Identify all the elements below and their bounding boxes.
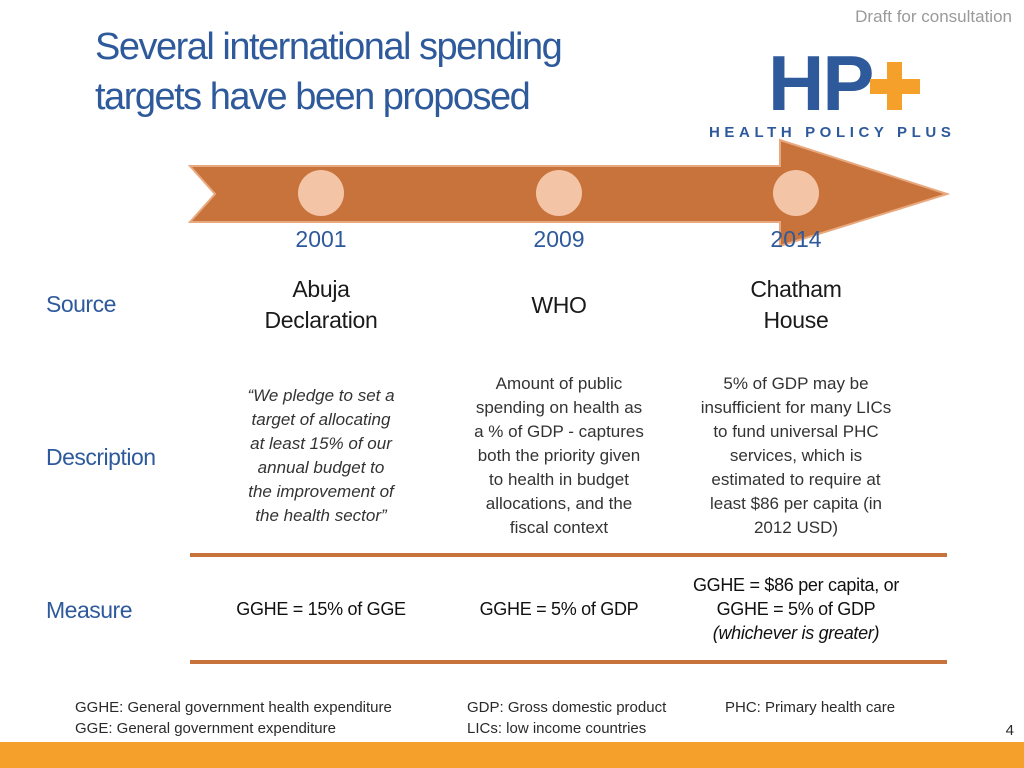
description-row-label: Description — [46, 444, 156, 470]
logo-wordmark: HEALTH POLICY PLUS — [709, 124, 956, 141]
plus-icon — [870, 62, 920, 110]
footnotes-right: PHC: Primary health care — [725, 699, 896, 716]
source-who: WHO — [531, 292, 587, 318]
timeline-marker-2001 — [298, 170, 344, 216]
draft-label: Draft for consultation — [855, 7, 1012, 26]
year-2001: 2001 — [295, 226, 347, 252]
page-title: Several international spending targets h… — [95, 22, 715, 122]
timeline-arrow — [187, 138, 950, 248]
timeline-marker-2014 — [773, 170, 819, 216]
measure-who: GGHE = 5% of GDP — [479, 599, 639, 619]
measure-abuja: GGHE = 15% of GGE — [236, 599, 406, 619]
footer-bar — [0, 742, 1024, 768]
footnotes-middle: GDP: Gross domestic product LICs: low in… — [467, 699, 667, 737]
source-abuja: Abuja Declaration — [264, 276, 378, 333]
measure-chatham: GGHE = $86 per capita, or GGHE = 5% of G… — [692, 575, 900, 643]
description-abuja: “We pledge to set a target of allocating… — [247, 386, 395, 525]
footnotes-left: GGHE: General government health expendit… — [75, 699, 392, 737]
title-line-1: Several international spending — [95, 26, 563, 68]
description-chatham: 5% of GDP may be insufficient for many L… — [700, 374, 892, 537]
logo-mark: HP — [768, 39, 874, 127]
year-2009: 2009 — [533, 226, 585, 252]
measure-row-label: Measure — [46, 597, 132, 623]
year-2014: 2014 — [770, 226, 822, 252]
divider-top — [190, 553, 947, 557]
source-row-label: Source — [46, 291, 116, 317]
source-chatham: Chatham House — [750, 276, 842, 333]
description-who: Amount of public spending on health as a… — [474, 374, 644, 537]
page-number: 4 — [1005, 722, 1014, 739]
timeline-marker-2009 — [536, 170, 582, 216]
divider-bottom — [190, 660, 947, 664]
title-line-2: targets have been proposed — [95, 76, 531, 118]
